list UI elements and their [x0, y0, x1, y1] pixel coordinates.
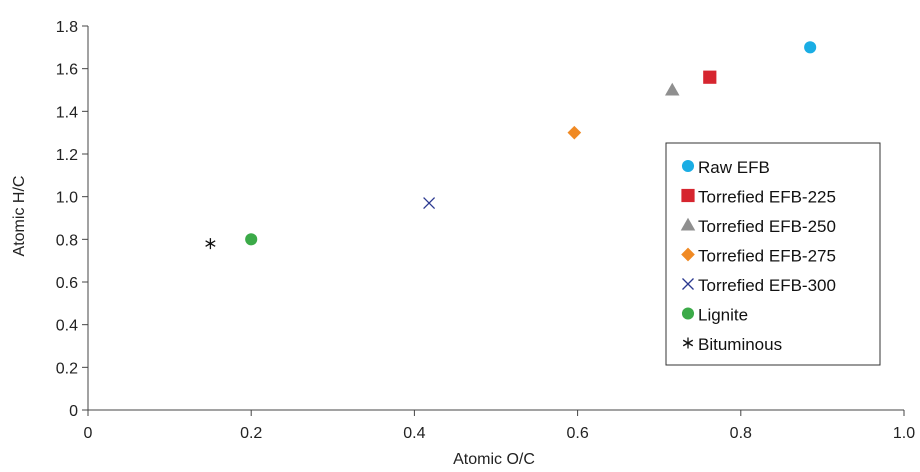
data-point [804, 41, 817, 54]
x-tick-label: 0.2 [240, 425, 262, 442]
y-tick-label: 1.2 [56, 147, 78, 164]
legend-label: Torrefied EFB-300 [698, 276, 836, 295]
data-points [205, 41, 817, 250]
legend-label: Raw EFB [698, 158, 770, 177]
y-tick-label: 1.8 [56, 19, 78, 36]
data-point [664, 82, 680, 96]
x-axis-label: Atomic O/C [453, 451, 535, 468]
legend-label: Torrefied EFB-225 [698, 188, 836, 207]
y-tick-label: 0.6 [56, 275, 78, 292]
legend-marker [682, 278, 694, 290]
y-tick-label: 0.8 [56, 232, 78, 249]
legend-label: Torrefied EFB-275 [698, 247, 836, 266]
y-tick-label: 1.0 [56, 190, 78, 207]
legend-marker [681, 307, 695, 320]
legend-marker [681, 159, 695, 173]
data-point [245, 233, 258, 246]
legend-marker [681, 188, 695, 203]
y-tick-label: 0 [69, 403, 78, 420]
legend: Raw EFB Torrefied EFB-225 Torrefied EFB-25… [665, 142, 881, 366]
data-point [567, 125, 582, 140]
y-tick-label: 1.4 [56, 104, 78, 121]
x-tick-label: 0.6 [566, 425, 588, 442]
y-axis-label: Atomic H/C [11, 176, 28, 257]
x-tick-label: 0 [84, 425, 93, 442]
legend-label: Lignite [698, 306, 748, 325]
x-tick-label: 1.0 [893, 425, 915, 442]
legend-label: Bituminous [698, 335, 782, 354]
x-tick-label: 0.4 [403, 425, 425, 442]
data-point [703, 70, 717, 84]
data-point [205, 238, 216, 250]
legend-box [665, 142, 881, 366]
legend-marker [681, 247, 695, 262]
legend-marker [682, 337, 694, 349]
y-tick-label: 0.2 [56, 360, 78, 377]
data-point [423, 197, 436, 210]
axes: 0 0.2 0.4 0.6 0.8 1.0 1.2 1.4 1.6 1.8 0 0.2 0.4 0.6 0.… [56, 19, 915, 442]
x-tick-label: 0.8 [730, 425, 752, 442]
y-tick-label: 0.4 [56, 318, 78, 335]
legend-marker [680, 217, 696, 231]
legend-label: Torrefied EFB-250 [698, 217, 836, 236]
y-tick-label: 1.6 [56, 62, 78, 79]
